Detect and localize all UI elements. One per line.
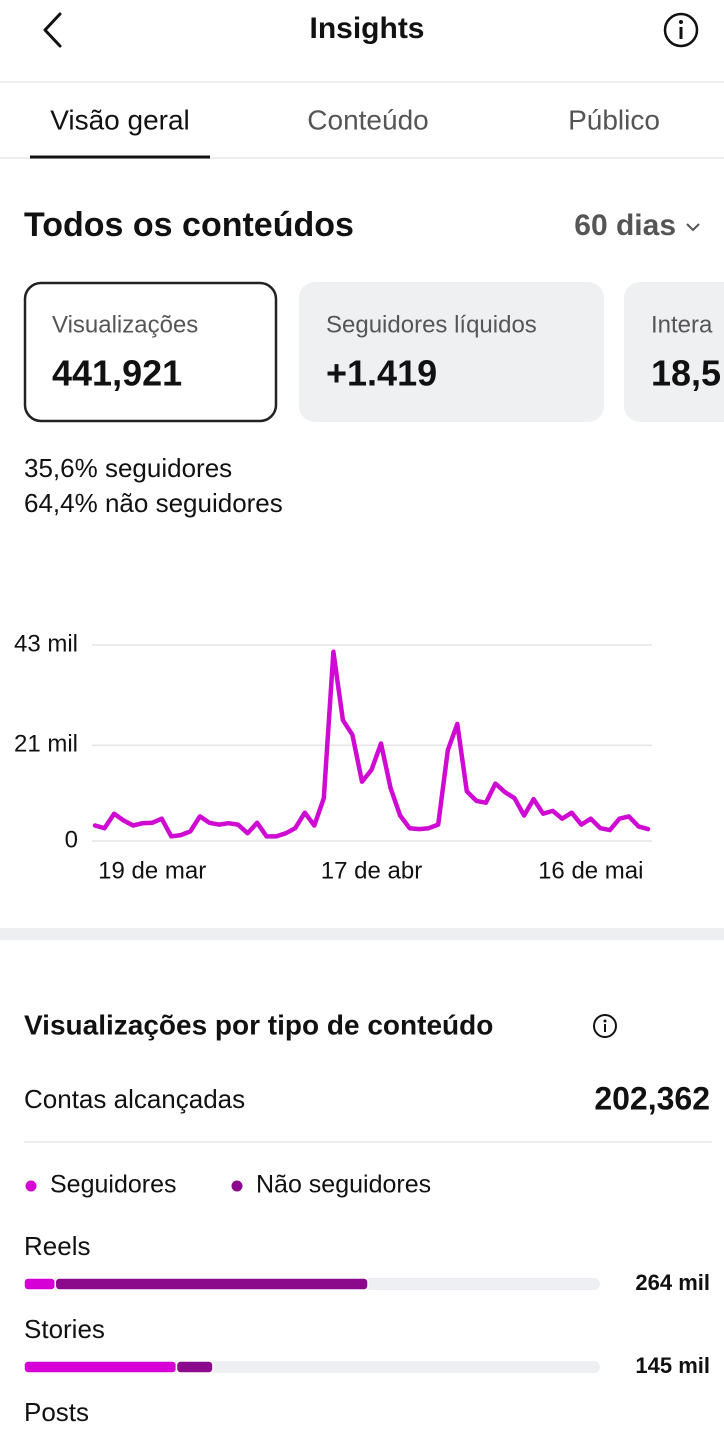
- line-series: [92, 649, 651, 839]
- total-label: 145 mil: [635, 1353, 710, 1378]
- x-tick-label: 16 de mai: [538, 857, 643, 884]
- category-label: Posts: [24, 1397, 89, 1427]
- legend-marker: [25, 1180, 37, 1192]
- category-label: Reels: [24, 1231, 90, 1261]
- info-button[interactable]: [663, 12, 699, 48]
- y-tick-label: 21 mil: [14, 731, 78, 758]
- reach-label: Contas alcançadas: [24, 1084, 245, 1114]
- card-label: Intera: [651, 311, 713, 338]
- audience-share: 64,4%: [24, 488, 98, 518]
- legend-marker: [231, 1180, 243, 1192]
- dropdown-icon[interactable]: [686, 223, 700, 232]
- header-title: Insights: [309, 12, 424, 45]
- back-button[interactable]: [43, 12, 62, 48]
- audience-share: 35,6%: [24, 453, 98, 483]
- bar-segment: [54, 1277, 369, 1291]
- category-label: Stories: [24, 1314, 105, 1344]
- card-value: +1.419: [326, 353, 437, 394]
- line-chart: 0 21 mil 43 mil 19 de mar 17 de abr 16 de mai: [14, 630, 652, 884]
- audience-label: seguidores: [105, 453, 232, 483]
- x-tick-label: 19 de mar: [98, 857, 206, 884]
- bar-segment: [175, 1360, 214, 1374]
- x-tick-label: 17 de abr: [321, 857, 422, 884]
- info-icon[interactable]: [593, 1014, 617, 1038]
- y-tick-label: 0: [65, 826, 78, 853]
- metric-card[interactable]: [299, 282, 604, 422]
- audience-line: 64,4% não seguidores: [24, 488, 283, 518]
- card-label: Visualizações: [52, 311, 198, 338]
- bar-segment: [23, 1360, 178, 1374]
- tab[interactable]: Conteúdo: [307, 104, 428, 135]
- audience-label: não seguidores: [105, 488, 283, 518]
- total-label: 264 mil: [635, 1270, 710, 1295]
- y-tick-label: 43 mil: [14, 630, 78, 657]
- audience-line: 35,6% seguidores: [24, 453, 232, 483]
- reach-value: 202,362: [594, 1080, 710, 1116]
- section-separator: [0, 928, 724, 940]
- section-title: Visualizações por tipo de conteúdo: [24, 1009, 493, 1040]
- card-value: 441,921: [52, 353, 182, 394]
- metric-card[interactable]: [23, 281, 278, 423]
- period-selector[interactable]: 60 dias: [574, 209, 676, 242]
- legend-label: Seguidores: [50, 1171, 176, 1199]
- section-title: Todos os conteúdos: [24, 206, 354, 244]
- bar-segment: [23, 1277, 57, 1291]
- tab[interactable]: Visão geral: [50, 104, 190, 135]
- metric-card[interactable]: [624, 282, 724, 422]
- card-value: 18,5: [651, 353, 721, 394]
- tab[interactable]: Público: [568, 104, 660, 135]
- bar-chart: Seguidores Não seguidores Reels 264 mil Stor…: [23, 1171, 710, 1427]
- card-label: Seguidores líquidos: [326, 311, 537, 338]
- legend-label: Não seguidores: [256, 1171, 431, 1199]
